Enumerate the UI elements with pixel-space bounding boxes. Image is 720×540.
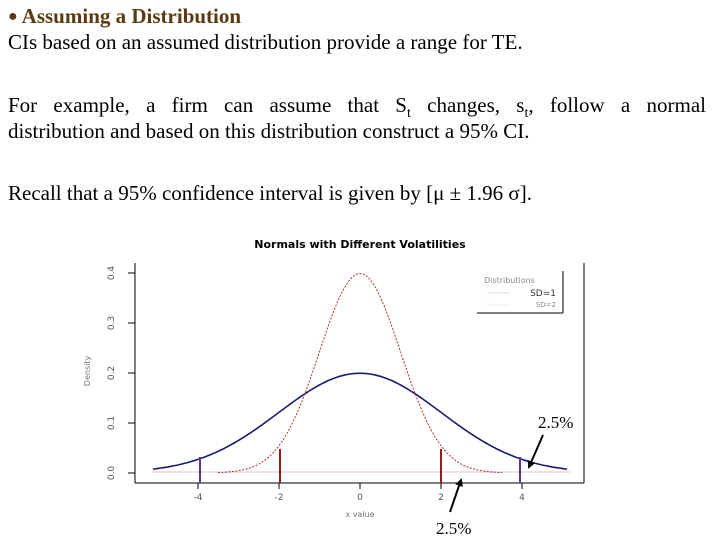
subscript: t bbox=[406, 106, 411, 121]
recall-line: Recall that a 95% confidence interval is… bbox=[8, 181, 532, 205]
example-line-1: For example, a firm can assume that St c… bbox=[8, 93, 706, 121]
text-segment: changes, s bbox=[410, 93, 525, 117]
x-axis-label: x value bbox=[345, 510, 374, 519]
y-ticks: 0.0 0.1 0.2 0.3 0.4 bbox=[107, 266, 135, 481]
y-tick-label: 0.4 bbox=[107, 266, 117, 281]
bullet-icon: ● bbox=[8, 8, 18, 25]
intro-line: CIs based on an assumed distribution pro… bbox=[8, 30, 523, 54]
upper-tail-annotation: 2.5% bbox=[538, 413, 573, 432]
example-line-2: distribution and based on this distribut… bbox=[8, 119, 530, 143]
upper-tail-arrow-icon bbox=[527, 434, 544, 469]
y-tick-label: 0.3 bbox=[107, 316, 117, 330]
y-tick-label: 0.2 bbox=[107, 366, 117, 380]
slide-heading: ● Assuming a Distribution bbox=[8, 4, 241, 29]
sd1-curve bbox=[217, 272, 503, 474]
text-segment: For example, a firm can assume that S bbox=[8, 93, 407, 117]
x-tick-label: 4 bbox=[519, 493, 525, 503]
legend: Distributions SD=1 SD=2 bbox=[477, 271, 564, 314]
x-tick-label: 0 bbox=[357, 493, 363, 503]
x-tick-label: -4 bbox=[194, 493, 203, 503]
heading-text: Assuming a Distribution bbox=[21, 4, 242, 28]
subscript: t bbox=[524, 106, 529, 121]
y-axis-label: Density bbox=[83, 356, 92, 387]
legend-entry-sd2: SD=2 bbox=[536, 301, 556, 309]
x-ticks: -4 -2 0 2 4 bbox=[194, 483, 525, 503]
lower-tail-annotation: 2.5% bbox=[436, 519, 471, 538]
x-tick-label: 2 bbox=[438, 493, 444, 503]
legend-title: Distributions bbox=[484, 276, 535, 285]
legend-entry-sd1: SD=1 bbox=[530, 289, 556, 299]
lower-tail-arrow-icon bbox=[449, 478, 463, 513]
chart-title: Normals with Different Volatilities bbox=[254, 238, 466, 251]
x-tick-label: -2 bbox=[275, 493, 284, 503]
text-segment: , follow a normal bbox=[528, 93, 706, 117]
sd2-curve bbox=[152, 372, 568, 470]
y-tick-label: 0.0 bbox=[107, 466, 117, 481]
y-tick-label: 0.1 bbox=[107, 416, 117, 430]
